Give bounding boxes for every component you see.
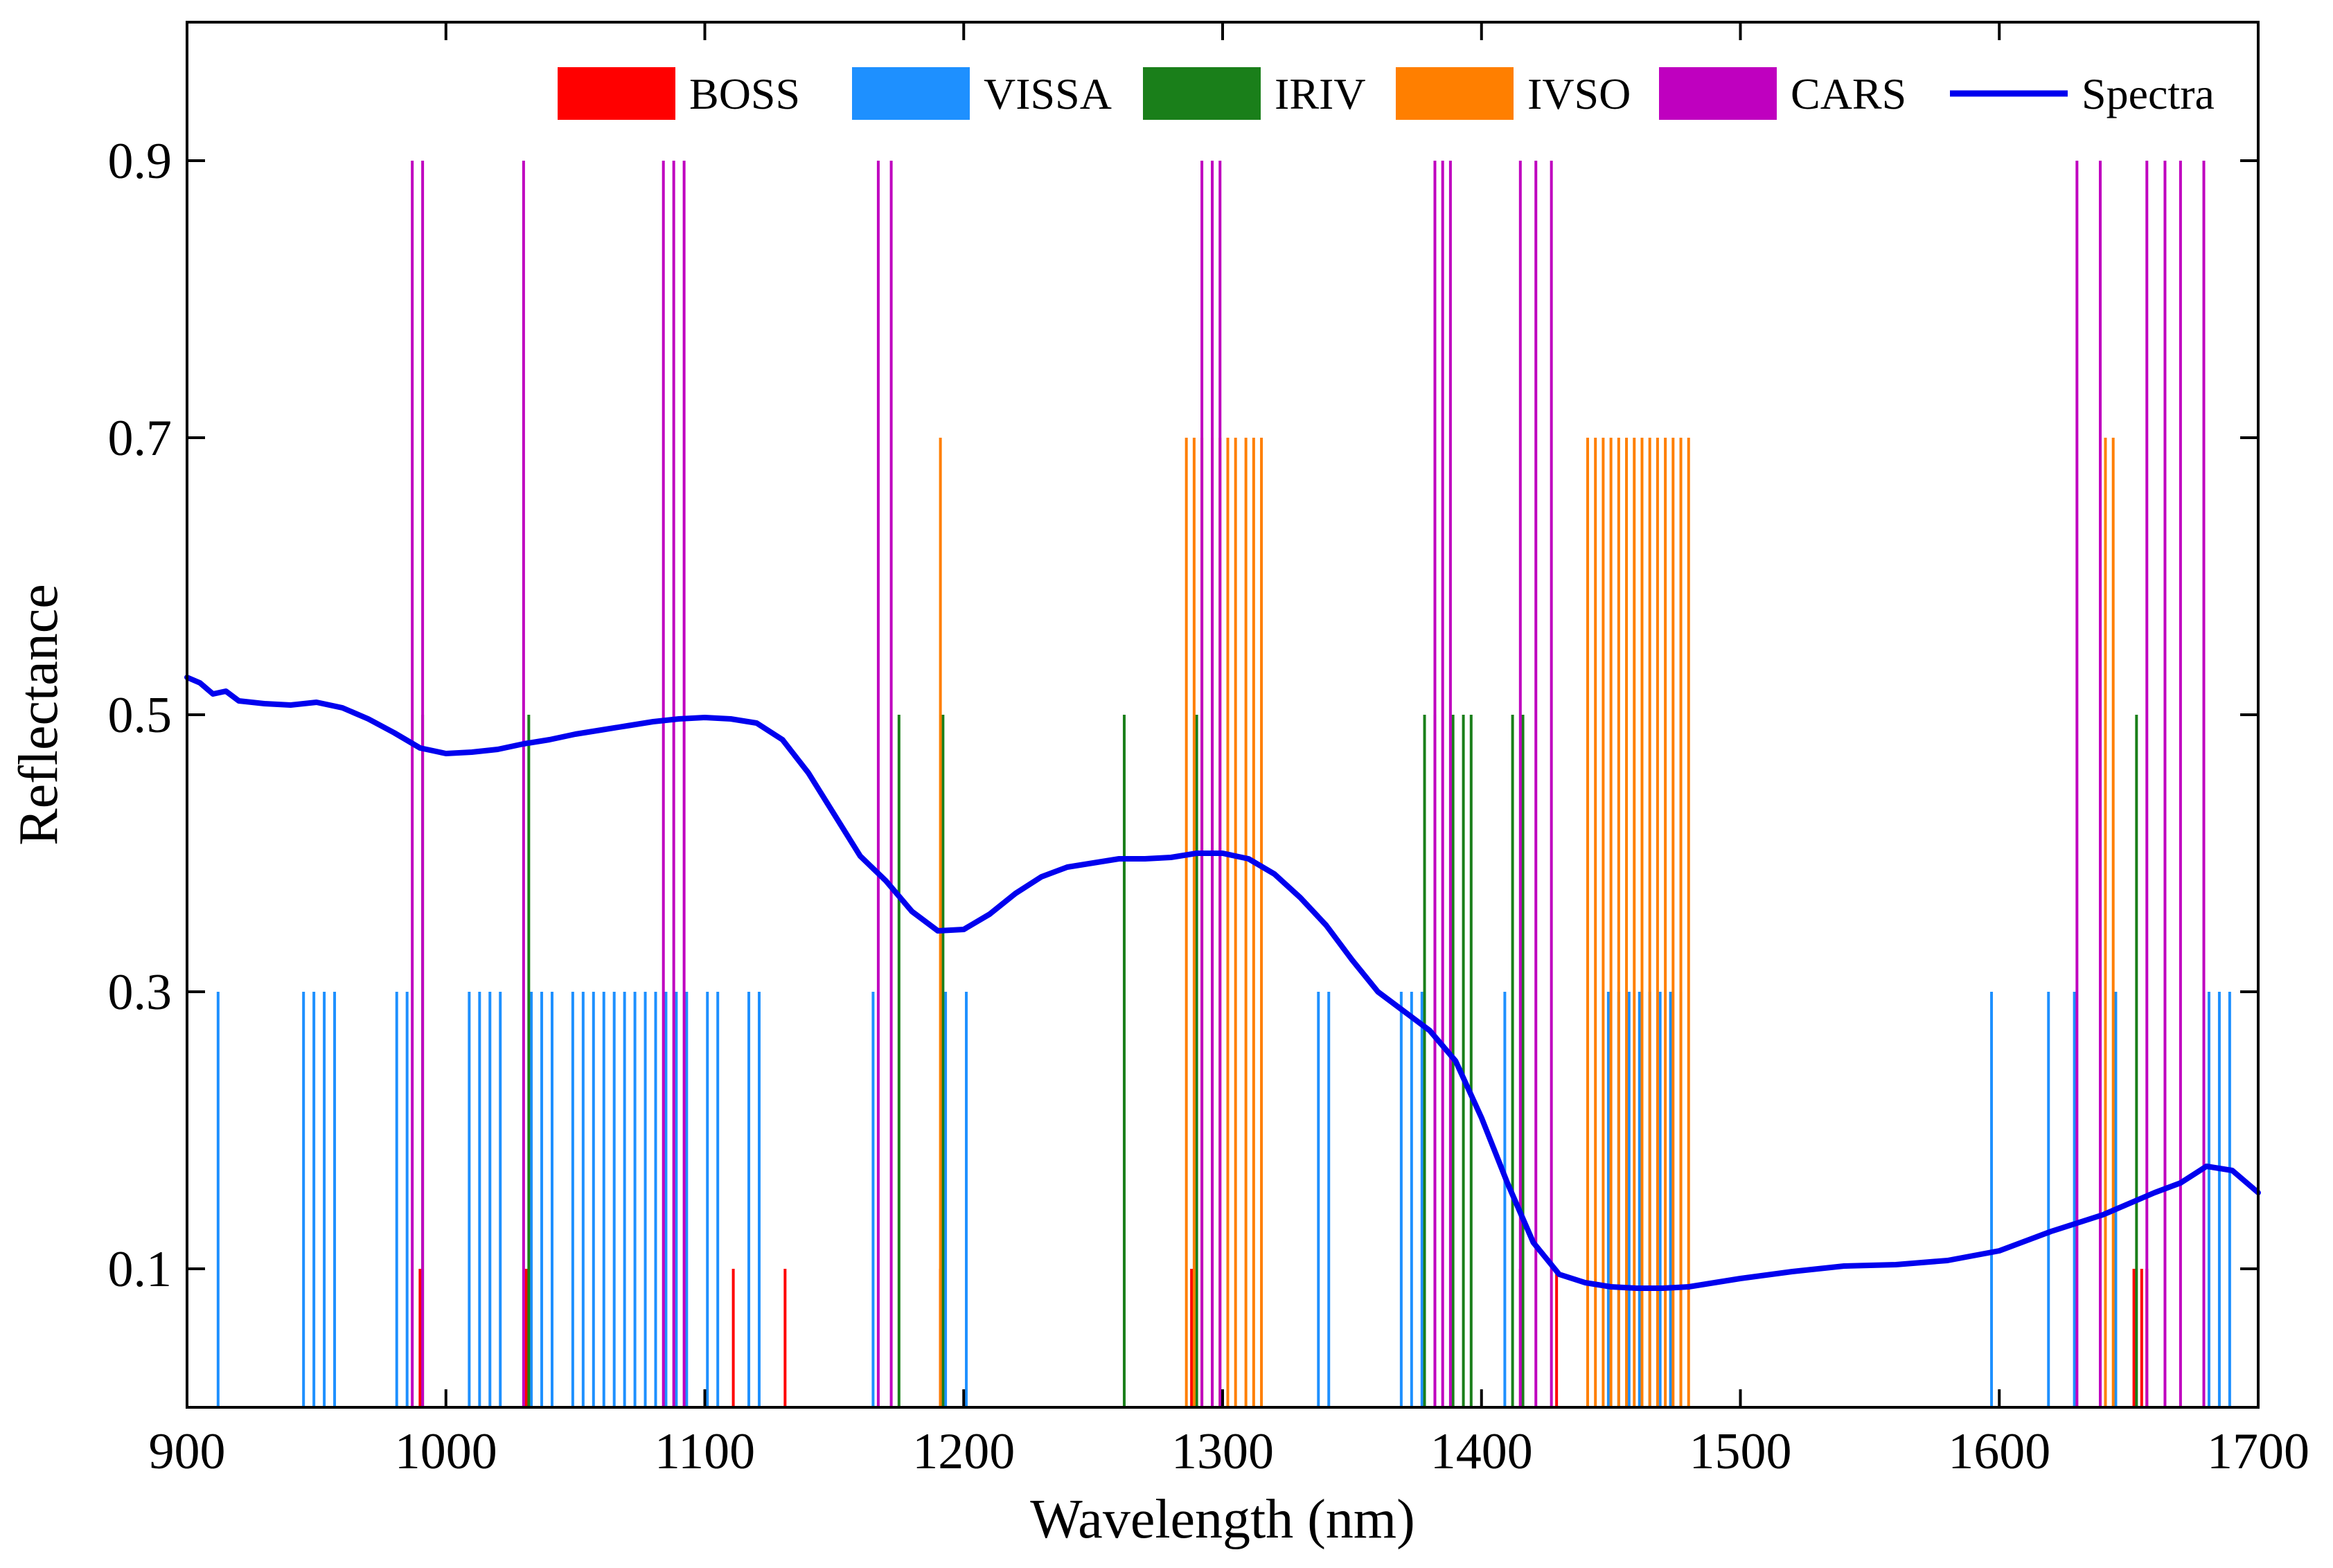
y-tick-label: 0.1 xyxy=(108,1241,172,1298)
x-tick-label: 1300 xyxy=(1171,1423,1274,1480)
legend-item-ivso: IVSO xyxy=(1396,67,1631,120)
x-tick-label: 1700 xyxy=(2207,1423,2309,1480)
y-tick-labels: 0.1 0.3 0.5 0.7 0.9 xyxy=(108,133,172,1298)
legend-swatch xyxy=(1396,67,1514,120)
y-tick-label: 0.7 xyxy=(108,410,172,467)
legend-swatch xyxy=(1143,67,1261,120)
axis-ticks xyxy=(186,22,2260,1407)
legend-item-spectra: Spectra xyxy=(1950,69,2215,118)
x-tick-label: 1500 xyxy=(1689,1423,1792,1480)
vissa-bars xyxy=(216,992,2231,1407)
legend-item-vissa: VISSA xyxy=(852,67,1112,120)
legend-swatch xyxy=(1659,67,1777,120)
x-tick-label: 1600 xyxy=(1948,1423,2050,1480)
legend-label: Spectra xyxy=(2082,69,2215,118)
spectra-line-group xyxy=(184,675,2261,1291)
legend-swatch xyxy=(852,67,970,120)
x-tick-label: 1200 xyxy=(912,1423,1015,1480)
legend-item-iriv: IRIV xyxy=(1143,67,1366,120)
legend-label: CARS xyxy=(1791,69,1906,118)
x-tick-label: 1400 xyxy=(1430,1423,1533,1480)
spectra-line xyxy=(184,675,2261,1291)
x-tick-label: 900 xyxy=(149,1423,226,1480)
legend-label: IVSO xyxy=(1527,69,1631,118)
y-tick-label: 0.3 xyxy=(108,964,172,1021)
legend-item-cars: CARS xyxy=(1659,67,1906,120)
cars-bars xyxy=(411,161,2206,1407)
legend-item-boss: BOSS xyxy=(558,67,800,120)
y-tick-label: 0.5 xyxy=(108,687,172,744)
y-axis-title: Reflectance xyxy=(8,584,69,846)
x-axis-title: Wavelength (nm) xyxy=(1030,1489,1415,1550)
legend-swatch xyxy=(558,67,675,120)
legend-label: IRIV xyxy=(1275,69,1366,118)
y-tick-label: 0.9 xyxy=(108,133,172,190)
x-tick-label: 1100 xyxy=(655,1423,755,1480)
legend-label: VISSA xyxy=(984,69,1112,118)
legend-label: BOSS xyxy=(689,69,800,118)
legend: BOSS VISSA IRIV IVSO CARS Spectra xyxy=(558,67,2215,120)
x-tick-label: 1000 xyxy=(395,1423,497,1480)
x-tick-labels: 900 1000 1100 1200 1300 1400 1500 1600 1700 xyxy=(149,1423,2310,1480)
